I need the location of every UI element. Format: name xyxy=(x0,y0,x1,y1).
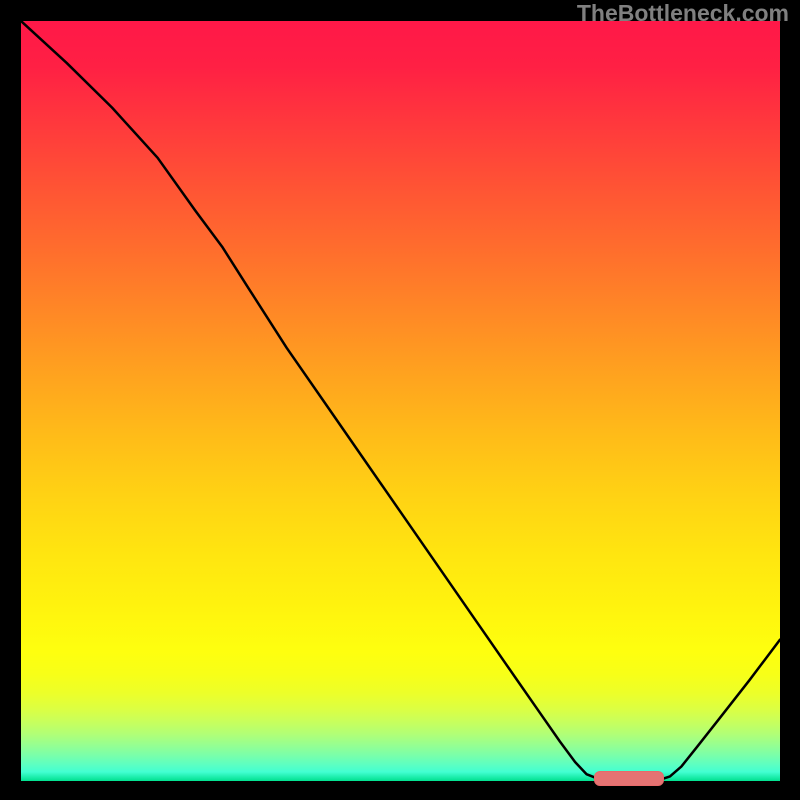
watermark-text: TheBottleneck.com xyxy=(577,0,789,27)
optimal-range-marker xyxy=(594,771,664,786)
chart-stage: TheBottleneck.com xyxy=(0,0,800,800)
bottleneck-gradient-chart xyxy=(21,21,780,781)
plot-area xyxy=(21,21,780,781)
